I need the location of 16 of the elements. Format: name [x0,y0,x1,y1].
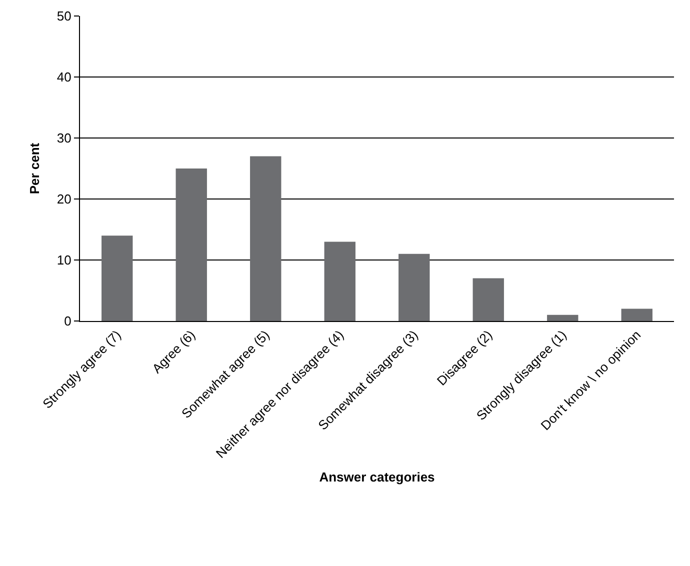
y-tick-label: 50 [56,8,72,24]
y-tick-label: 10 [56,252,72,268]
bar [102,236,133,321]
bar [324,242,356,321]
bar [547,314,578,321]
x-axis-title: Answer categories [319,470,435,485]
bar [398,254,430,321]
y-tick-label: 40 [56,70,72,85]
bar [621,308,652,321]
y-tick-label: 20 [56,192,72,207]
y-tick-label: 0 [64,314,72,329]
bar [250,156,282,321]
bar [472,278,504,321]
bar [176,168,207,321]
y-axis-title: Per cent [26,142,42,194]
y-tick-label: 30 [56,130,72,146]
